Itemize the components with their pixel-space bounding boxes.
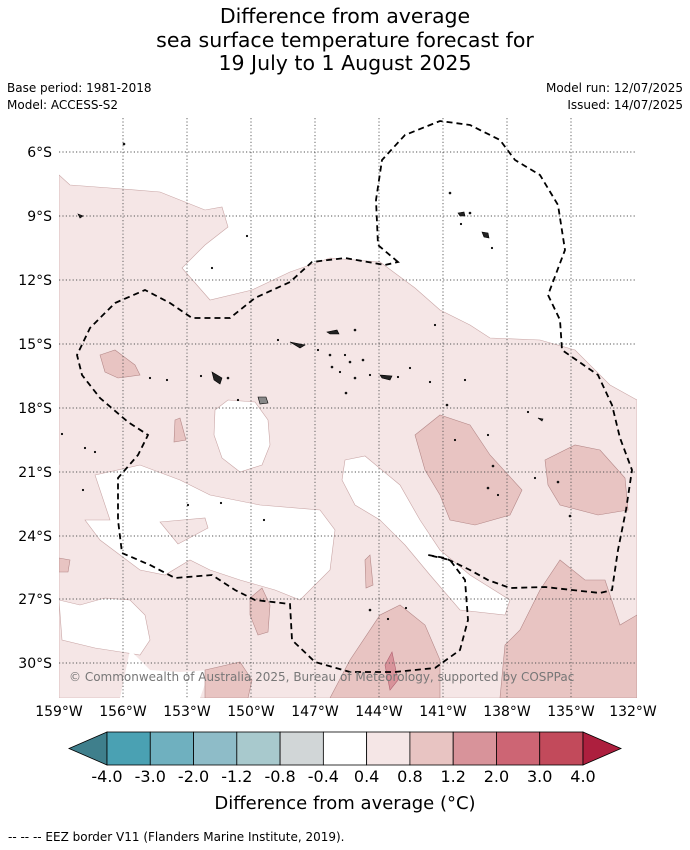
lat-tick-label: 12°S bbox=[18, 273, 52, 289]
colorbar-segment bbox=[279, 731, 324, 766]
colorbar-tick-label: 0.8 bbox=[397, 767, 422, 786]
colorbar-segment bbox=[496, 731, 541, 766]
colorbar-tick-label: -3.0 bbox=[135, 767, 166, 786]
colorbar-segment bbox=[366, 731, 411, 766]
colorbar-label: Difference from average (°C) bbox=[214, 793, 476, 814]
latitude-ticks: 6°S 9°S 12°S 15°S 18°S 21°S 24°S 27°S 30… bbox=[18, 145, 52, 672]
colorbar-segment bbox=[452, 731, 497, 766]
lat-tick-label: 21°S bbox=[18, 465, 52, 481]
lat-tick-label: 24°S bbox=[18, 529, 52, 545]
longitude-ticks: 159°W 156°W 153°W 150°W 147°W 144°W 141°… bbox=[35, 704, 657, 720]
colorbar-segment bbox=[149, 731, 194, 766]
lon-tick-label: 156°W bbox=[99, 704, 147, 720]
issued-date: Issued: 14/07/2025 bbox=[567, 98, 683, 112]
colorbar-tick-label: -0.4 bbox=[308, 767, 339, 786]
colorbar-segment bbox=[409, 731, 454, 766]
colorbar-tick-label: 4.0 bbox=[570, 767, 595, 786]
colorbar-segment bbox=[106, 731, 151, 766]
colorbar-tick-label: -0.8 bbox=[264, 767, 295, 786]
title-line-1: Difference from average bbox=[219, 4, 471, 28]
lon-tick-label: 144°W bbox=[355, 704, 403, 720]
colorbar-segment bbox=[322, 731, 368, 766]
colorbar-tick-label: 1.2 bbox=[440, 767, 465, 786]
lon-tick-label: 135°W bbox=[547, 704, 595, 720]
lon-tick-label: 159°W bbox=[35, 704, 83, 720]
lon-tick-label: 147°W bbox=[291, 704, 339, 720]
lat-tick-label: 18°S bbox=[18, 401, 52, 417]
eez-border bbox=[76, 120, 633, 673]
lon-tick-label: 150°W bbox=[227, 704, 275, 720]
colorbar-segment bbox=[236, 731, 281, 766]
lat-tick-label: 15°S bbox=[18, 337, 52, 353]
colorbar-tick-label: -1.2 bbox=[221, 767, 252, 786]
title-line-3: 19 July to 1 August 2025 bbox=[218, 51, 472, 75]
colorbar-tick-label: 2.0 bbox=[484, 767, 509, 786]
sst-anomaly-map: 6°S 9°S 12°S 15°S 18°S 21°S 24°S 27°S 30… bbox=[18, 118, 657, 786]
colorbar-segment bbox=[193, 731, 238, 766]
model-run: Model run: 12/07/2025 bbox=[545, 81, 683, 95]
title-line-2: sea surface temperature forecast for bbox=[156, 28, 534, 52]
lat-tick-label: 27°S bbox=[18, 592, 52, 608]
island-markers bbox=[60, 142, 572, 621]
copyright-notice: © Commonwealth of Australia 2025, Bureau… bbox=[69, 670, 574, 684]
lon-tick-label: 141°W bbox=[419, 704, 467, 720]
colorbar-arrow-high bbox=[582, 731, 623, 766]
anomaly-region-light bbox=[59, 174, 637, 698]
colorbar-tick-label: 3.0 bbox=[527, 767, 552, 786]
eez-footnote: -- -- -- EEZ border V11 (Flanders Marine… bbox=[8, 830, 345, 844]
colorbar-tick-label: 0.4 bbox=[354, 767, 379, 786]
lat-tick-label: 6°S bbox=[27, 145, 52, 161]
base-period: Base period: 1981-2018 bbox=[7, 81, 152, 95]
lon-tick-label: 153°W bbox=[163, 704, 211, 720]
lat-tick-label: 9°S bbox=[27, 209, 52, 225]
model-name: Model: ACCESS-S2 bbox=[7, 98, 119, 112]
gridlines bbox=[59, 118, 637, 698]
colorbar-arrow-low bbox=[67, 731, 108, 766]
lat-tick-label: 30°S bbox=[18, 656, 52, 672]
colorbar: -4.0 -3.0 -2.0 -1.2 -0.8 -0.4 0.4 0.8 1.2 2.0 3.0 4… bbox=[67, 731, 623, 786]
colorbar-tick-label: -4.0 bbox=[91, 767, 122, 786]
colorbar-tick-label: -2.0 bbox=[178, 767, 209, 786]
lon-tick-label: 138°W bbox=[483, 704, 531, 720]
lon-tick-label: 132°W bbox=[609, 704, 657, 720]
colorbar-segment bbox=[539, 731, 584, 766]
